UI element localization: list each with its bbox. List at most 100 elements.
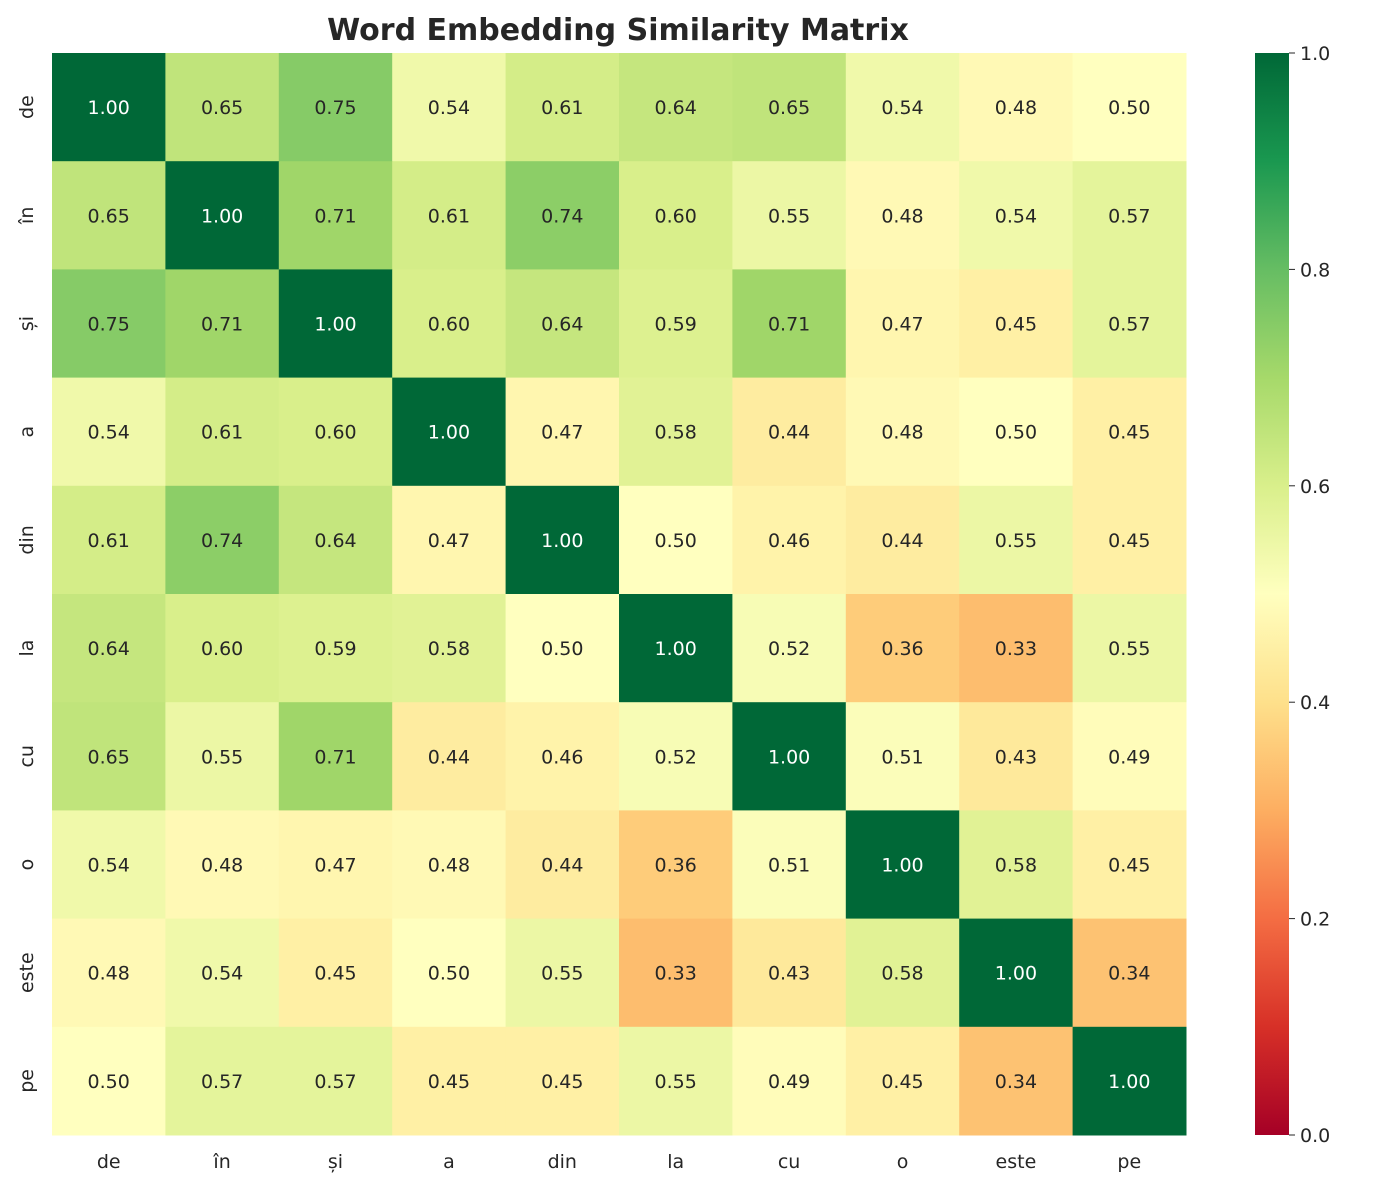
cell-value-label: 0.45 — [428, 1071, 470, 1093]
x-tick-label: din — [548, 1151, 577, 1173]
cell-value-label: 0.33 — [995, 638, 1037, 660]
cell-value-label: 0.44 — [428, 746, 470, 768]
heatmap-cell — [392, 918, 507, 1028]
cell-value-label: 0.64 — [88, 638, 130, 660]
y-tick-label: și — [16, 316, 38, 331]
heatmap-cell — [959, 377, 1074, 487]
heatmap-cell — [732, 53, 847, 162]
heatmap-cell — [505, 53, 620, 162]
heatmap-cell — [505, 485, 620, 595]
heatmap-cell — [1072, 594, 1187, 703]
cell-value-label: 0.64 — [655, 97, 697, 119]
colorbar-ticks: 0.0 0.2 0.4 0.6 0.8 1.0 — [1289, 43, 1330, 1147]
cell-value-label: 0.65 — [88, 746, 130, 768]
x-tick-labels: de în și a din la cu o este pe — [97, 1151, 1141, 1173]
cell-value-label: 0.51 — [881, 746, 923, 768]
cell-value-label: 0.48 — [428, 855, 470, 877]
heatmap-cell — [959, 810, 1074, 920]
cell-value-label: 0.54 — [428, 97, 470, 119]
cell-value-label: 0.47 — [541, 422, 583, 444]
heatmap-cell — [959, 485, 1074, 595]
heatmap-cell — [505, 161, 620, 270]
cell-value-label: 1.00 — [655, 638, 697, 660]
cell-value-label: 0.49 — [768, 1071, 810, 1093]
cell-value-label: 0.64 — [541, 314, 583, 336]
cell-value-label: 0.60 — [428, 314, 470, 336]
cell-value-label: 0.48 — [201, 855, 243, 877]
heatmap-cell — [1072, 918, 1187, 1028]
colorbar-tick-label: 0.4 — [1300, 692, 1330, 714]
heatmap-cell — [165, 377, 280, 487]
cell-value-label: 1.00 — [88, 97, 130, 119]
heatmap-cell — [619, 269, 733, 379]
cell-value-label: 0.45 — [1108, 530, 1150, 552]
colorbar-tick-label: 0.0 — [1300, 1125, 1330, 1147]
cell-value-label: 0.58 — [881, 963, 923, 985]
cell-value-label: 0.36 — [881, 638, 923, 660]
heatmap-cell — [505, 918, 620, 1028]
heatmap-cell — [278, 1026, 393, 1136]
heatmap-cell — [165, 594, 280, 703]
heatmap-cell — [505, 377, 620, 487]
cell-value-label: 0.71 — [314, 746, 356, 768]
cell-value-label: 0.34 — [1108, 963, 1150, 985]
cell-value-label: 0.74 — [541, 205, 583, 227]
heatmap-cell — [165, 702, 280, 811]
heatmap-cell — [732, 485, 847, 595]
heatmap-cell — [392, 702, 507, 811]
heatmap-cell — [619, 1026, 733, 1136]
heatmap-cell — [732, 594, 847, 703]
heatmap-cell — [1072, 702, 1187, 811]
heatmap-cell — [959, 594, 1074, 703]
y-tick-label: din — [16, 525, 38, 554]
heatmap-cell — [959, 269, 1074, 379]
cell-value-label: 0.45 — [995, 314, 1037, 336]
cell-value-label: 0.50 — [541, 638, 583, 660]
cell-value-label: 0.71 — [314, 205, 356, 227]
heatmap-cell — [845, 485, 960, 595]
cell-value-label: 0.34 — [995, 1071, 1037, 1093]
heatmap-cell — [732, 1026, 847, 1136]
cell-value-label: 0.33 — [655, 963, 697, 985]
heatmap-cell — [1072, 53, 1187, 162]
cell-value-label: 0.57 — [1108, 314, 1150, 336]
cell-value-label: 0.74 — [201, 530, 243, 552]
cell-value-label: 0.65 — [88, 205, 130, 227]
heatmap-cell — [845, 53, 960, 162]
cell-value-label: 0.52 — [655, 746, 697, 768]
cell-value-label: 1.00 — [201, 205, 243, 227]
heatmap-cell — [392, 161, 507, 270]
heatmap-cell — [52, 810, 166, 920]
heatmap-cell — [392, 594, 507, 703]
cell-value-label: 0.46 — [768, 530, 810, 552]
heatmap-cell — [619, 918, 733, 1028]
x-tick-label: la — [667, 1151, 684, 1173]
heatmap-cell — [732, 161, 847, 270]
heatmap-cell — [845, 1026, 960, 1136]
cell-value-label: 0.50 — [655, 530, 697, 552]
cell-value-label: 1.00 — [541, 530, 583, 552]
cell-value-label: 0.64 — [314, 530, 356, 552]
heatmap-cell — [392, 53, 507, 162]
colorbar-tick-label: 0.8 — [1300, 259, 1330, 281]
heatmap-cell — [845, 918, 960, 1028]
heatmap-cell — [392, 377, 507, 487]
y-tick-label: în — [16, 207, 38, 225]
cell-value-label: 0.59 — [655, 314, 697, 336]
cell-value-label: 0.43 — [995, 746, 1037, 768]
cell-value-label: 0.45 — [881, 1071, 923, 1093]
x-tick-label: pe — [1117, 1151, 1141, 1173]
cell-value-label: 0.36 — [655, 855, 697, 877]
cell-value-label: 0.49 — [1108, 746, 1150, 768]
heatmap-cell — [278, 702, 393, 811]
y-tick-label: la — [16, 640, 38, 657]
heatmap-cell — [1072, 161, 1187, 270]
heatmap-cell — [505, 810, 620, 920]
cell-value-label: 0.55 — [1108, 638, 1150, 660]
heatmap-cell — [278, 594, 393, 703]
cell-value-label: 0.45 — [541, 1071, 583, 1093]
heatmap-cell — [392, 810, 507, 920]
heatmap-cell — [619, 161, 733, 270]
heatmap-cell — [619, 485, 733, 595]
